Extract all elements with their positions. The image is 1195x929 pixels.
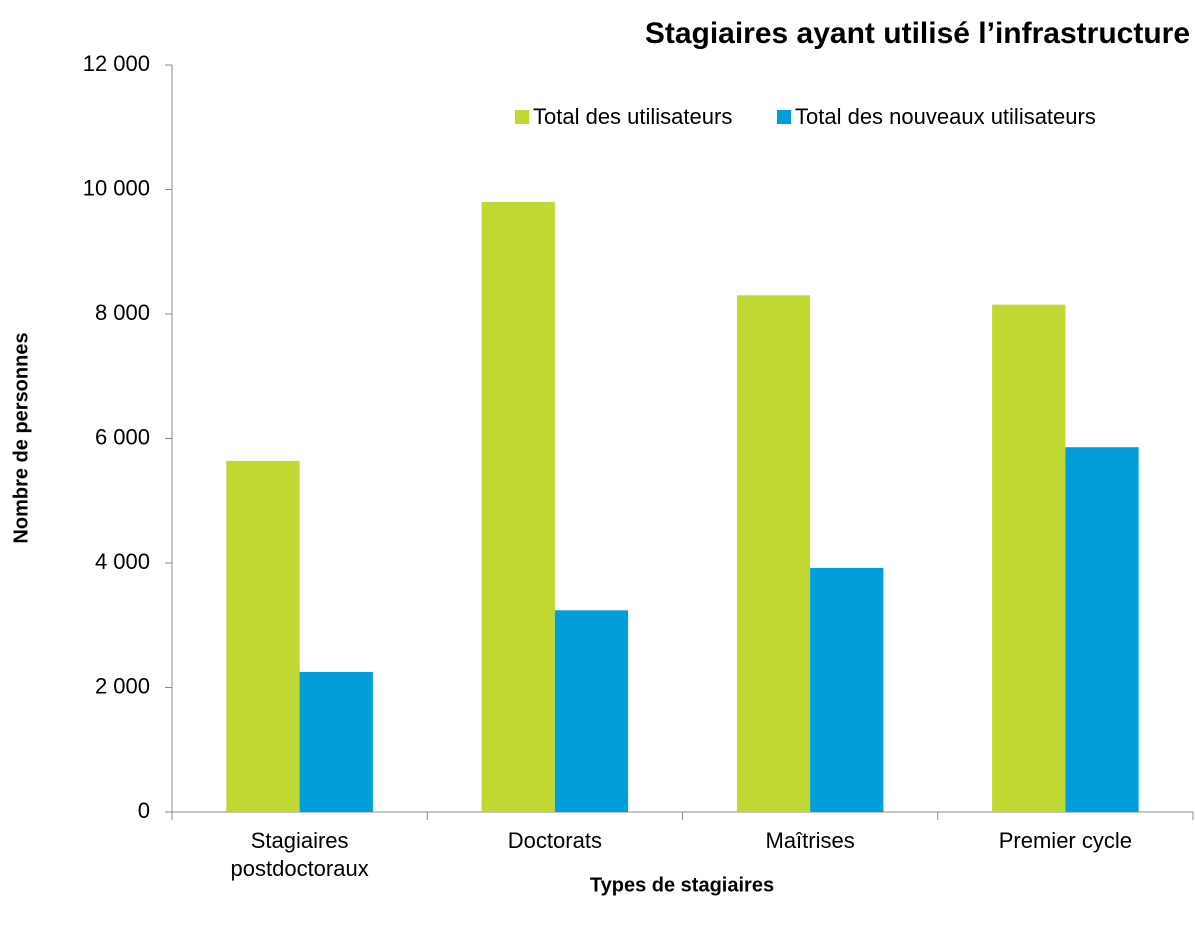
bar xyxy=(226,460,300,812)
y-tick-label: 12 000 xyxy=(83,51,150,76)
legend-swatch xyxy=(777,110,791,124)
legend-swatch xyxy=(515,110,529,124)
chart-title: Stagiaires ayant utilisé l’infrastructur… xyxy=(645,17,1190,50)
y-tick-label: 8 000 xyxy=(95,300,150,325)
bar xyxy=(810,567,884,812)
y-axis-title: Nombre de personnes xyxy=(10,332,32,543)
y-tick-label: 4 000 xyxy=(95,549,150,574)
bar xyxy=(554,610,629,812)
bar xyxy=(736,295,811,812)
y-tick-label: 6 000 xyxy=(95,424,150,449)
bar xyxy=(299,671,373,812)
legend-label: Total des utilisateurs xyxy=(533,104,732,129)
x-tick-label: Premier cycle xyxy=(998,828,1132,853)
y-tick-label: 2 000 xyxy=(95,673,150,698)
bar xyxy=(992,304,1066,812)
x-axis-title: Types de stagiaires xyxy=(590,874,774,896)
legend-label: Total des nouveaux utilisateurs xyxy=(795,104,1096,129)
bar xyxy=(481,201,555,812)
y-tick-label: 10 000 xyxy=(83,175,150,200)
bar xyxy=(1065,447,1139,812)
y-tick-label: 0 xyxy=(138,798,150,823)
x-tick-label: Doctorats xyxy=(507,828,602,853)
x-tick-label: Stagiaires postdoctoraux xyxy=(230,828,369,881)
x-tick-label: Maîtrises xyxy=(765,828,855,853)
